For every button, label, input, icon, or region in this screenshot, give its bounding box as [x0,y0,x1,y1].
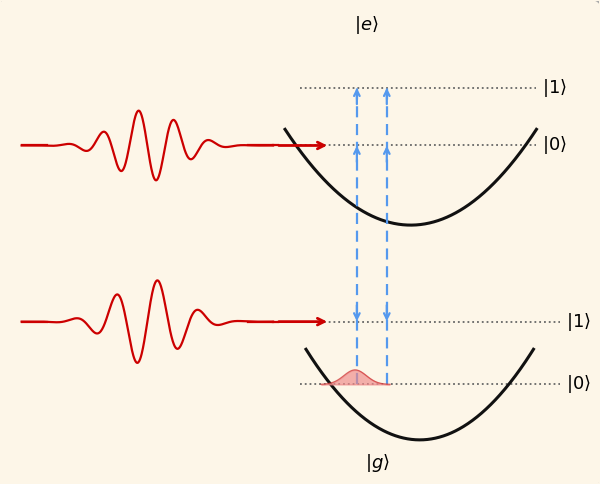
Text: $|1\rangle$: $|1\rangle$ [542,76,568,99]
Text: $|e\rangle$: $|e\rangle$ [353,14,378,36]
Text: $|0\rangle$: $|0\rangle$ [566,373,592,395]
Text: $|g\rangle$: $|g\rangle$ [365,452,390,474]
Text: $|1\rangle$: $|1\rangle$ [566,311,592,333]
Text: $|0\rangle$: $|0\rangle$ [542,135,568,156]
